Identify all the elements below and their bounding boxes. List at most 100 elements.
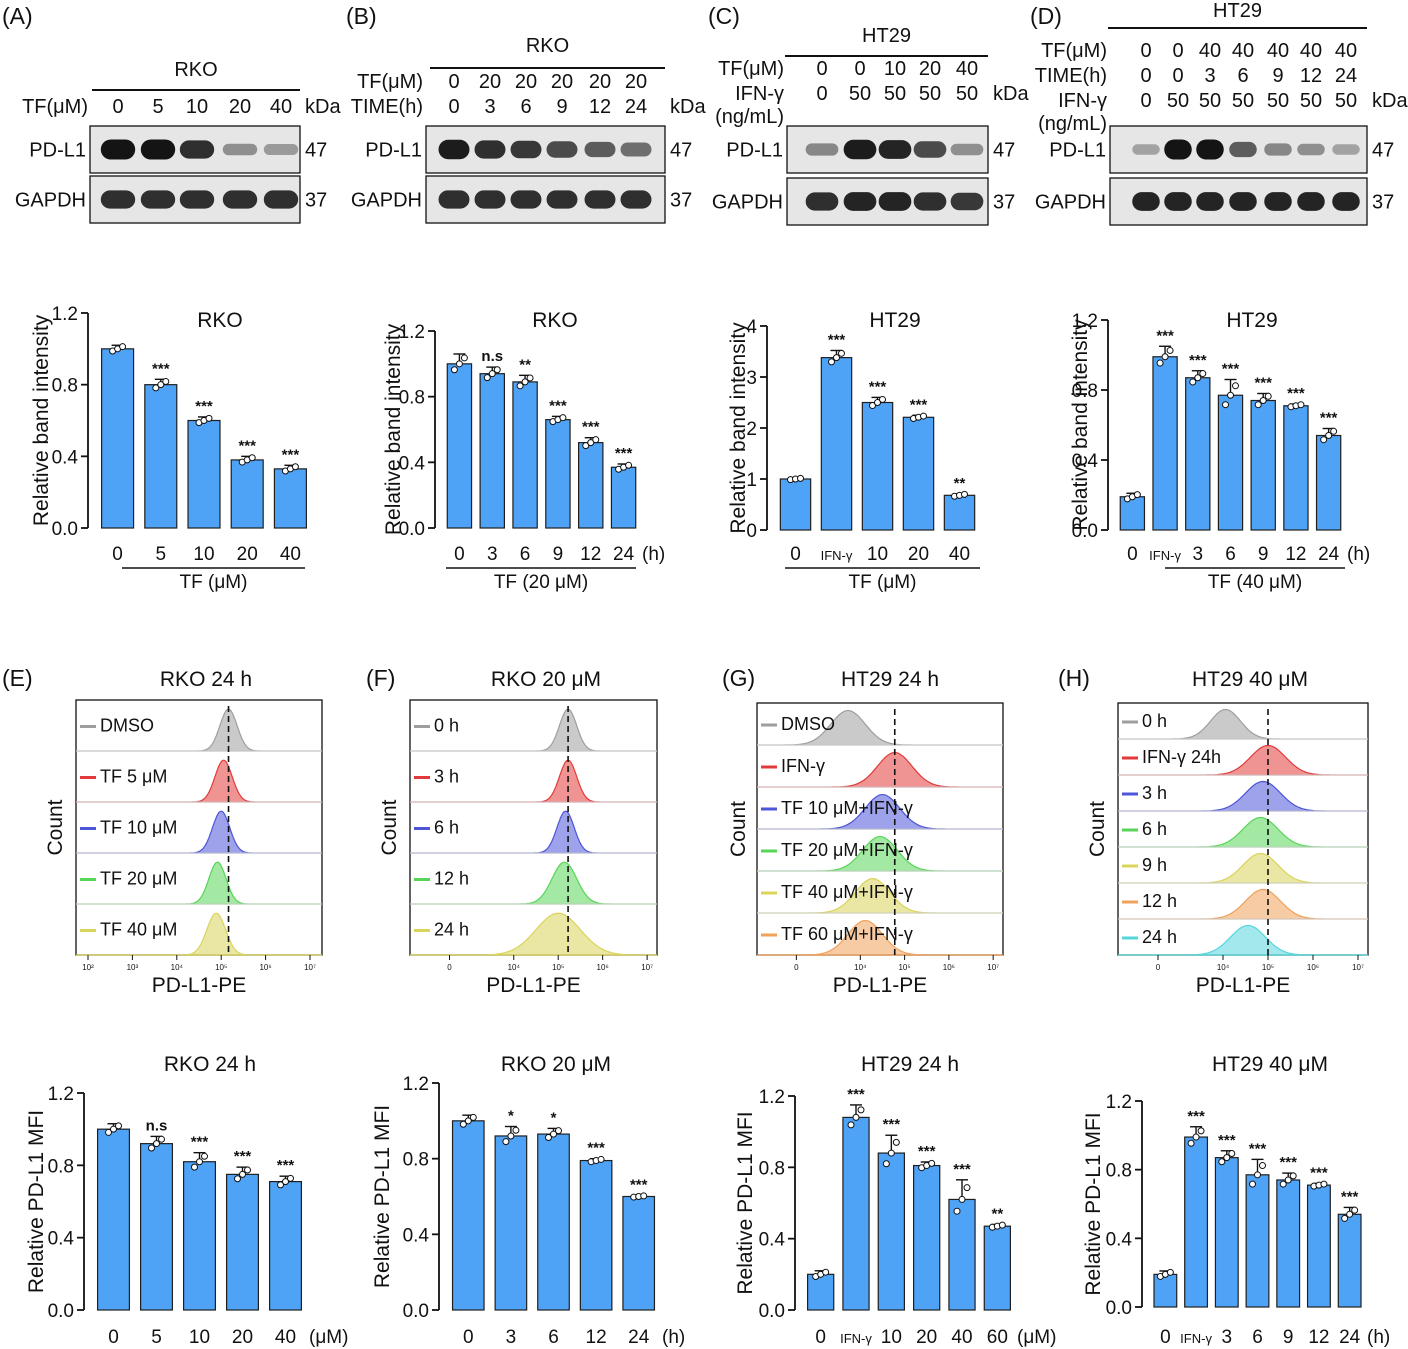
legend-label: TF 20 μM xyxy=(100,869,177,889)
blot-band xyxy=(878,192,912,211)
x-tick-label: 24 xyxy=(628,1327,650,1348)
legend-label: TF 10 μM+IFN-γ xyxy=(781,798,913,818)
flow-x-tick-label: 10⁶ xyxy=(1307,963,1319,972)
flow-x-tick-label: 10⁶ xyxy=(259,963,271,972)
histogram-peak xyxy=(757,709,1003,746)
data-point xyxy=(1254,1171,1261,1179)
legend-label: 24 h xyxy=(434,920,469,940)
blot-band xyxy=(805,192,839,211)
lane-value: 12 xyxy=(1300,65,1322,87)
flow-x-tick-label: 10⁴ xyxy=(854,963,867,972)
panel-label-d: (D) xyxy=(1030,3,1062,29)
data-point xyxy=(493,366,501,374)
significance-mark: *** xyxy=(234,1148,252,1165)
blot-panel-a: RKO TF(μM) 0 5 10 20 40 kDa PD-L1 47 GAPDH 37 xyxy=(15,59,341,224)
x-tick-label: 24 xyxy=(1318,544,1340,565)
legend-label: 6 h xyxy=(434,818,459,838)
condition-row-label: TF(μM) xyxy=(718,58,784,80)
y-tick-label: 0.4 xyxy=(48,1229,75,1250)
y-tick-label: 0.0 xyxy=(1106,1298,1132,1319)
legend-label: TF 40 μM xyxy=(100,920,177,940)
significance-mark: *** xyxy=(1218,1132,1236,1149)
y-tick-label: 0.4 xyxy=(1072,451,1099,472)
bar xyxy=(578,442,604,529)
x-tick-label: 40 xyxy=(951,1327,972,1348)
blot-band xyxy=(438,190,470,209)
y-tick-label: 0.0 xyxy=(1072,521,1098,542)
data-point xyxy=(1289,1172,1297,1180)
x-tick-label: 0 xyxy=(815,1327,826,1348)
x-tick-label: 3 xyxy=(1192,544,1203,565)
data-point xyxy=(887,1149,895,1157)
data-point xyxy=(1187,1139,1195,1147)
y-tick-label: 0.0 xyxy=(403,1301,429,1322)
blot-band xyxy=(179,140,215,159)
x-tick-label: 9 xyxy=(553,544,564,565)
y-tick-label: 2 xyxy=(746,419,757,440)
y-tick-label: 0.0 xyxy=(48,1301,74,1322)
data-point xyxy=(1297,401,1305,409)
lane-value: 40 xyxy=(956,58,978,80)
blot-band xyxy=(1164,139,1192,160)
data-point xyxy=(1223,1154,1231,1162)
histogram-peak xyxy=(757,835,1003,872)
data-point xyxy=(874,399,881,406)
lane-value: 50 xyxy=(956,83,978,105)
significance-mark: n.s xyxy=(481,348,503,365)
flow-x-tick-label: 10⁴ xyxy=(1217,963,1230,972)
x-tick-label: 3 xyxy=(487,544,498,565)
lane-value: 40 xyxy=(1267,40,1289,62)
flow-x-label: PD-L1-PE xyxy=(833,974,928,997)
bar xyxy=(1217,394,1244,531)
bar xyxy=(225,1173,260,1311)
significance-mark: *** xyxy=(1156,327,1174,344)
bar xyxy=(268,1181,303,1311)
legend-label: TF 5 μM xyxy=(100,767,167,787)
y-tick-label: 1.2 xyxy=(52,304,78,325)
data-point xyxy=(234,1175,241,1183)
x-tick-label: 0 xyxy=(1127,544,1138,565)
significance-mark: ** xyxy=(954,475,966,492)
blot-band xyxy=(950,192,984,211)
bar xyxy=(1184,1136,1209,1308)
blot-band xyxy=(1332,192,1360,211)
data-point xyxy=(1320,436,1328,444)
lane-value: 50 xyxy=(1167,90,1189,112)
data-point xyxy=(1259,397,1267,404)
data-point xyxy=(507,1132,515,1140)
lane-value: 3 xyxy=(484,96,495,118)
condition-row-label: TF(μM) xyxy=(1041,40,1107,62)
bar xyxy=(187,419,221,529)
band-kda: 37 xyxy=(993,192,1015,214)
data-point xyxy=(460,354,468,362)
y-tick-label: 0.4 xyxy=(52,447,79,468)
data-point xyxy=(928,1159,936,1167)
x-tick-label: 0 xyxy=(112,544,123,565)
legend-label: 9 h xyxy=(1142,855,1167,875)
significance-mark: *** xyxy=(277,1157,295,1174)
bar xyxy=(877,1152,906,1311)
data-point xyxy=(464,1117,472,1125)
blot-band xyxy=(1164,192,1192,211)
blot-band xyxy=(510,190,542,209)
data-point xyxy=(838,349,845,357)
flow-x-tick-label: 10⁷ xyxy=(987,963,999,972)
histogram-peak xyxy=(410,861,657,905)
data-point xyxy=(847,1121,855,1129)
histogram-peak xyxy=(1118,924,1368,956)
lane-value: 0 xyxy=(854,58,865,80)
blot-band xyxy=(546,141,578,158)
bar-chart-f2: RKO 20 μM 0.0 0.4 0.8 1.2 Relative PD-L1 MFI 0… xyxy=(371,1053,685,1348)
significance-mark: *** xyxy=(1187,1108,1205,1125)
x-tick-label: 40 xyxy=(275,1327,296,1348)
data-point xyxy=(1161,353,1169,361)
flow-y-label: Count xyxy=(1086,801,1109,857)
lane-value: 50 xyxy=(1199,90,1221,112)
lane-value: 0 xyxy=(1140,40,1151,62)
data-point xyxy=(110,1125,117,1133)
blot-band xyxy=(584,190,616,209)
band-name: GAPDH xyxy=(15,190,86,212)
histogram-peak xyxy=(1118,852,1368,884)
chart-title: RKO 20 μM xyxy=(501,1053,611,1076)
blot-band xyxy=(1196,192,1224,211)
